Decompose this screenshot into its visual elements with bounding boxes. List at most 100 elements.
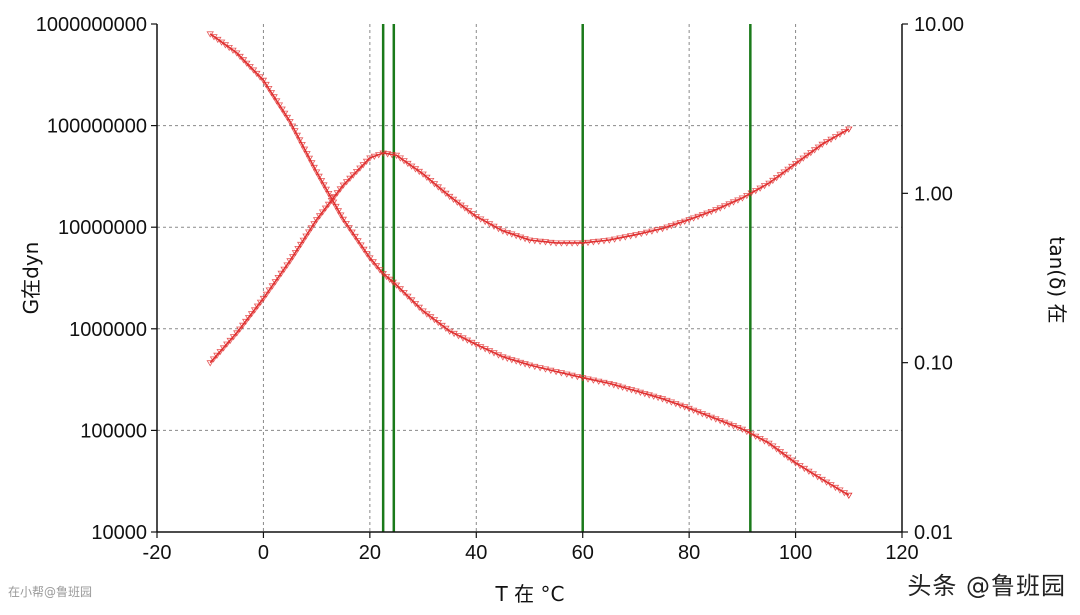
data-point: [552, 240, 560, 247]
data-point: [438, 322, 446, 330]
data-point: [374, 152, 383, 159]
data-point: [333, 190, 342, 197]
data-point: [521, 236, 529, 243]
data-point: [525, 362, 534, 369]
data-point: [531, 238, 539, 245]
data-point: [795, 158, 804, 165]
data-point: [250, 307, 259, 314]
data-point: [685, 217, 693, 224]
data-point: [645, 392, 653, 399]
data-point: [648, 228, 656, 235]
data-point: [563, 371, 571, 378]
data-point: [672, 401, 680, 408]
data-point: [320, 182, 328, 189]
data-point: [293, 132, 302, 139]
data-point: [605, 237, 614, 244]
data-point: [256, 299, 265, 306]
data-point: [780, 451, 788, 459]
x-tick-label: 100: [779, 542, 812, 564]
data-point: [270, 94, 278, 101]
data-point: [516, 234, 525, 241]
data-point: [788, 163, 796, 171]
data-point: [362, 158, 371, 165]
data-point: [512, 358, 520, 365]
data-point: [464, 208, 473, 215]
data-point: [256, 74, 264, 81]
data-point: [703, 210, 711, 217]
data-point: [392, 282, 401, 289]
data-point: [521, 361, 529, 368]
data-point: [725, 201, 733, 208]
data-point: [676, 220, 685, 227]
data-point: [315, 173, 323, 180]
data-point: [814, 144, 823, 151]
data-point: [541, 239, 550, 246]
data-point: [626, 233, 635, 240]
data-point: [568, 372, 576, 379]
data-point: [348, 229, 356, 236]
data-point: [342, 221, 350, 228]
data-point: [594, 378, 603, 385]
data-point: [351, 233, 359, 241]
data-point: [836, 131, 844, 138]
y-right-tick-label: 0.10: [914, 353, 953, 375]
data-point: [356, 165, 364, 172]
axes: [151, 23, 908, 538]
data-point: [280, 266, 288, 273]
data-point: [321, 205, 330, 212]
data-point: [756, 185, 764, 192]
data-point: [600, 238, 608, 245]
data-point: [707, 414, 716, 421]
data-point: [649, 393, 658, 400]
data-point: [791, 161, 800, 168]
data-point: [312, 169, 321, 176]
data-point: [738, 195, 747, 202]
data-point: [213, 352, 221, 359]
data-point: [772, 175, 781, 182]
data-point: [712, 207, 720, 214]
data-point: [803, 152, 811, 159]
data-point: [680, 218, 689, 225]
data-point: [236, 326, 244, 333]
y-left-tick-label: 100000: [80, 420, 147, 442]
data-point: [423, 174, 431, 181]
y-left-tick-label: 1000000: [69, 319, 147, 341]
data-point: [324, 201, 333, 208]
data-point: [512, 233, 520, 240]
data-point: [589, 377, 598, 384]
data-point: [776, 172, 785, 179]
data-point: [557, 370, 566, 377]
data-point: [322, 186, 331, 193]
data-point: [430, 181, 439, 188]
data-point: [259, 77, 268, 84]
x-axis-title: T 在 °C: [495, 582, 565, 606]
data-point: [369, 259, 377, 266]
data-point: [400, 290, 408, 297]
tick-labels: -20 0 20 40 60 80 100 120 10000 100000 1000000 1000…: [36, 14, 964, 564]
data-point: [658, 396, 667, 403]
data-point: [434, 184, 443, 191]
data-point: [233, 50, 241, 57]
data-point: [339, 216, 348, 223]
data-point: [552, 369, 560, 376]
data-point: [525, 237, 534, 244]
data-point: [345, 225, 353, 232]
data-point: [568, 240, 576, 247]
data-point: [299, 237, 308, 244]
data-point: [286, 258, 294, 265]
data-point: [246, 64, 254, 71]
data-point: [589, 239, 598, 246]
data-point: [616, 235, 624, 242]
data-point: [310, 164, 318, 172]
data-point: [300, 146, 309, 153]
data-point: [557, 240, 566, 247]
data-point: [223, 341, 231, 348]
data-point: [229, 334, 238, 341]
data-point: [278, 106, 286, 113]
data-point: [547, 239, 555, 247]
data-point: [209, 356, 218, 363]
x-tick-label: 80: [678, 542, 700, 564]
data-point: [236, 53, 244, 61]
data-point: [357, 242, 365, 249]
data-point: [298, 142, 306, 149]
